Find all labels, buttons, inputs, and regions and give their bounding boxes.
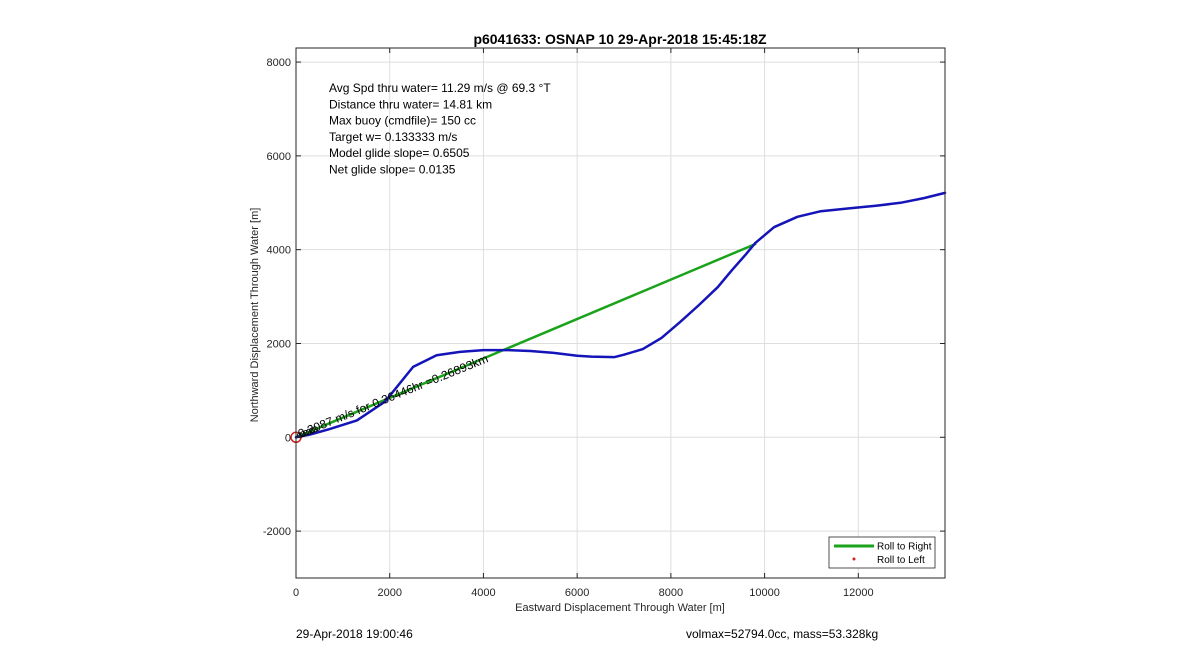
y-tick-label: 6000 xyxy=(267,151,291,163)
stat-line: Avg Spd thru water= 11.29 m/s @ 69.3 °T xyxy=(329,81,551,95)
y-axis-label: Northward Displacement Through Water [m] xyxy=(249,208,261,423)
grid-layer xyxy=(295,48,945,578)
y-tick-label: 8000 xyxy=(267,57,291,69)
plot-area-frame xyxy=(295,47,946,579)
dive-point-marker xyxy=(303,429,309,436)
x-tick-label: 10000 xyxy=(749,587,780,599)
roll-right-line xyxy=(294,242,757,439)
x-tick-label: 6000 xyxy=(565,587,589,599)
dive-point-marker xyxy=(312,426,318,433)
dive-point-marker xyxy=(300,431,306,438)
y-tick-label: 4000 xyxy=(267,245,291,257)
legend: Roll to Right Roll to Left xyxy=(828,536,936,569)
legend-roll-right-label: Roll to Right xyxy=(877,542,932,553)
stat-line: Model glide slope= 0.6505 xyxy=(329,146,470,160)
x-tick-label: 2000 xyxy=(377,587,401,599)
glider-track-line xyxy=(294,191,947,439)
x-tick-label: 12000 xyxy=(843,587,874,599)
x-tick-label: 4000 xyxy=(471,587,495,599)
stat-line: Max buoy (cmdfile)= 150 cc xyxy=(329,114,476,128)
x-axis-label: Eastward Displacement Through Water [m] xyxy=(515,602,725,614)
annotation-layer: Avg Spd thru water= 11.29 m/s @ 69.3 °T D… xyxy=(296,81,551,441)
segment-label: 0.2087 m/s for 0.36446hr =0.26893km xyxy=(296,351,490,440)
y-tick-label: -2000 xyxy=(263,526,291,538)
dive-point-marker xyxy=(306,428,312,435)
stat-line: Target w= 0.133333 m/s xyxy=(329,130,457,144)
stat-line: Distance thru water= 14.81 km xyxy=(329,97,492,111)
legend-roll-left-label: Roll to Left xyxy=(877,555,925,566)
chart-title: p6041633: OSNAP 10 29-Apr-2018 15:45:18Z xyxy=(473,31,767,47)
footer-volmax-mass: volmax=52794.0cc, mass=53.328kg xyxy=(686,627,879,641)
x-tick-label: 8000 xyxy=(659,587,683,599)
dive-point-marker xyxy=(309,427,315,434)
y-tick-label: 0 xyxy=(285,432,291,444)
legend-roll-left-marker xyxy=(852,557,856,561)
footer-timestamp: 29-Apr-2018 19:00:46 xyxy=(296,627,413,641)
legend-box xyxy=(828,536,936,569)
x-tick-label: 0 xyxy=(293,587,299,599)
y-tick-label: 2000 xyxy=(267,338,291,350)
stat-line: Net glide slope= 0.0135 xyxy=(329,163,456,177)
tick-layer: 0 2000 4000 6000 8000 10000 12000 -2000 0 2000 400… xyxy=(263,48,945,599)
